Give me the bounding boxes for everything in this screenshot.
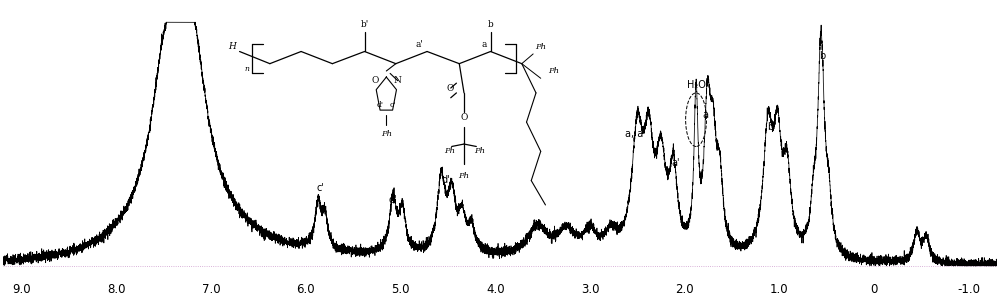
Text: a, a': a, a' — [625, 129, 646, 139]
Text: H: H — [228, 42, 236, 51]
Text: a: a — [703, 110, 709, 120]
Text: n: n — [245, 65, 250, 73]
Text: a: a — [481, 40, 487, 49]
Text: d': d' — [389, 195, 397, 205]
Text: N: N — [394, 76, 402, 85]
Text: d': d' — [442, 176, 450, 185]
Text: O: O — [460, 113, 468, 122]
Text: b: b — [488, 20, 493, 29]
Text: O: O — [371, 76, 379, 85]
Text: Ph: Ph — [459, 172, 470, 180]
Text: c': c' — [390, 101, 396, 109]
Text: b: b — [819, 51, 825, 61]
Text: c': c' — [316, 183, 324, 193]
Text: a': a' — [671, 158, 679, 168]
Text: Ph: Ph — [548, 67, 559, 75]
Text: d': d' — [376, 101, 383, 109]
Text: b': b' — [360, 20, 369, 29]
Text: O: O — [446, 83, 453, 92]
Text: b': b' — [767, 122, 776, 132]
Text: Ph: Ph — [535, 43, 546, 51]
Text: H₂O: H₂O — [687, 80, 705, 91]
Text: Ph: Ph — [444, 147, 455, 155]
Text: Ph: Ph — [475, 147, 486, 155]
Text: a': a' — [416, 40, 423, 49]
Text: Ph: Ph — [381, 130, 392, 138]
